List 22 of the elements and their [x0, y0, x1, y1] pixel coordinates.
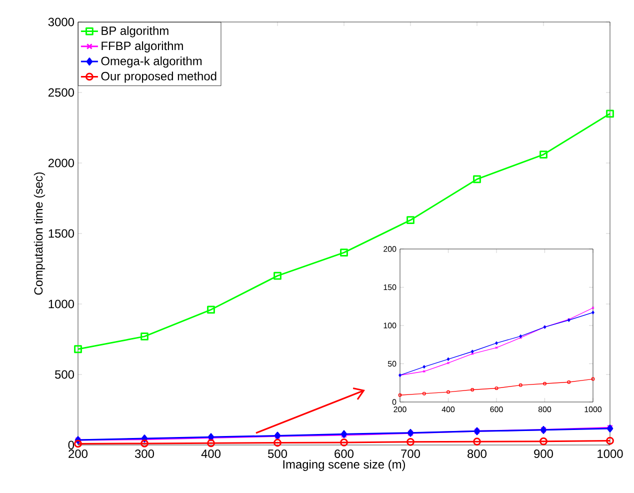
legend-label: BP algorithm: [102, 26, 168, 38]
x-tick-label: 800: [468, 450, 487, 458]
y-tick-label: 2000: [48, 158, 74, 168]
y-tick-label: 3000: [48, 18, 74, 26]
x-tick-label: 300: [134, 450, 154, 458]
x-axis-title: Imaging scene size (m): [283, 460, 406, 471]
x-tick-label: 500: [268, 450, 288, 458]
y-tick-label: 1000: [48, 300, 74, 308]
x-tick-label: 400: [201, 450, 221, 458]
y-axis-title: Computation time (sec): [34, 172, 46, 295]
x-tick-label: 200: [68, 450, 88, 458]
x-tick-label: 1000: [598, 450, 623, 458]
legend-label: Our proposed method: [101, 72, 216, 83]
x-tick-label: 900: [534, 450, 554, 458]
y-tick-label: 2500: [48, 88, 74, 97]
legend-label: Omega-k algorithm: [101, 56, 202, 68]
x-tick-label: 600: [334, 450, 354, 458]
y-tick-label: 1500: [48, 229, 74, 238]
legend-label: FFBP algorithm: [102, 41, 183, 52]
y-tick-label: 500: [55, 370, 74, 379]
x-tick-label: 700: [401, 450, 420, 458]
y-tick-label: 0: [68, 440, 74, 450]
